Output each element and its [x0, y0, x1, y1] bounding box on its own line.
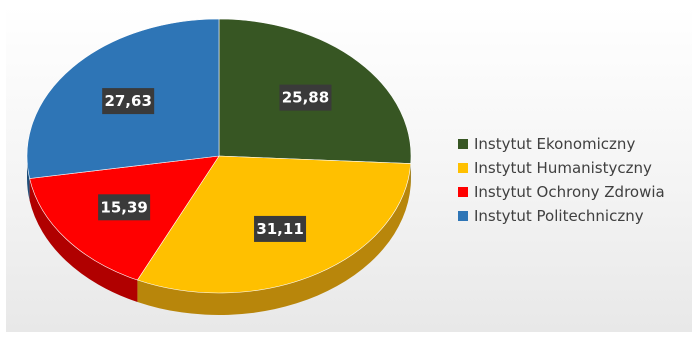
data-label-text: 27,63 — [104, 92, 151, 110]
legend-item-ochrony-zdrowia: Instytut Ochrony Zdrowia — [432, 180, 680, 204]
legend-label: Instytut Ekonomiczny — [474, 135, 635, 153]
legend-label: Instytut Politechniczny — [474, 207, 644, 225]
legend: Instytut Ekonomiczny Instytut Humanistyc… — [432, 128, 680, 232]
legend-item-ekonomiczny: Instytut Ekonomiczny — [432, 132, 680, 156]
data-label-text: 15,39 — [100, 198, 147, 216]
legend-label: Instytut Ochrony Zdrowia — [474, 183, 665, 201]
data-label-politechniczny: 27,63 — [102, 88, 154, 114]
data-label-text: 25,88 — [282, 89, 329, 107]
pie-slices — [27, 19, 411, 293]
legend-swatch — [458, 211, 468, 221]
legend-swatch — [458, 187, 468, 197]
data-label-ekonomiczny: 25,88 — [279, 85, 331, 111]
data-label-ochrony-zdrowia: 15,39 — [98, 194, 150, 220]
legend-swatch — [458, 139, 468, 149]
data-label-humanistyczny: 31,11 — [254, 216, 306, 242]
chart-area: 25,88 31,11 15,39 27,63 Instytut Ekonomiczn… — [6, 6, 692, 332]
legend-swatch — [458, 163, 468, 173]
legend-label: Instytut Humanistyczny — [474, 159, 652, 177]
legend-item-humanistyczny: Instytut Humanistyczny — [432, 156, 680, 180]
data-label-text: 31,11 — [256, 220, 303, 238]
legend-item-politechniczny: Instytut Politechniczny — [432, 204, 680, 228]
